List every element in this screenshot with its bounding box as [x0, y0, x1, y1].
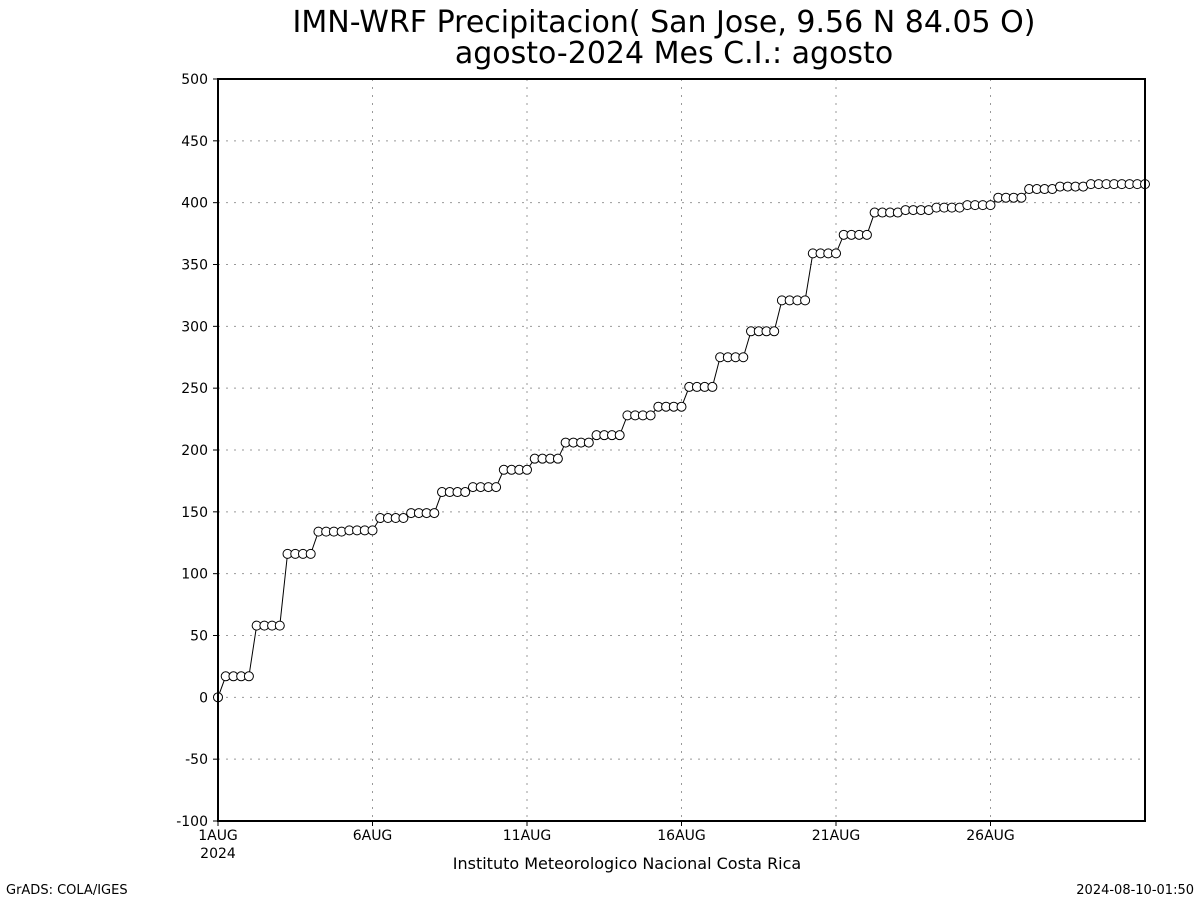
data-point: [429, 508, 440, 519]
chart-title: IMN-WRF Precipitacion( San Jose, 9.56 N …: [293, 5, 1036, 40]
x-axis-label: Instituto Meteorologico Nacional Costa R…: [453, 854, 801, 873]
data-point: [243, 671, 254, 682]
x-tick-label: 6AUG: [353, 828, 393, 844]
y-tick-label: 500: [181, 72, 208, 88]
data-point: [985, 200, 996, 211]
y-tick-label: 400: [181, 196, 208, 212]
data-point: [861, 229, 872, 240]
x-tick-label: 11AUG: [503, 828, 552, 844]
precipitation-series: [213, 179, 1150, 703]
data-point: [738, 352, 749, 363]
data-point: [583, 437, 594, 448]
data-point: [769, 326, 780, 337]
footer-credit: GrADS: COLA/IGES: [6, 883, 128, 898]
data-point: [614, 430, 625, 441]
x-tick-label: 26AUG: [966, 828, 1015, 844]
y-tick-label: 200: [181, 443, 208, 459]
plot-frame: [217, 78, 1146, 822]
x-tick-label: 16AUG: [657, 828, 706, 844]
data-point: [1016, 192, 1027, 203]
y-tick-label: 0: [199, 690, 208, 706]
y-tick-label: 250: [181, 381, 208, 397]
data-point: [552, 453, 563, 464]
grid-lines: [218, 79, 1145, 821]
data-point: [367, 525, 378, 536]
y-tick-label: -100: [176, 814, 208, 830]
data-point: [460, 487, 471, 498]
footer-timestamp: 2024-08-10-01:50: [1076, 883, 1194, 898]
x-axis-ticks: 1AUG 2024 6AUG 11AUG 16AUG 21AUG 26AUG: [198, 821, 1015, 862]
x-tick-year-label: 2024: [200, 846, 236, 862]
data-point: [305, 548, 316, 559]
y-tick-label: -50: [185, 752, 208, 768]
x-tick-label: 21AUG: [812, 828, 861, 844]
y-tick-label: 150: [181, 505, 208, 521]
data-point: [274, 620, 285, 631]
data-point: [398, 513, 409, 524]
data-point: [800, 295, 811, 306]
y-tick-label: 300: [181, 319, 208, 335]
data-point: [491, 482, 502, 493]
data-point: [645, 410, 656, 421]
data-point: [707, 381, 718, 392]
data-point: [522, 464, 532, 475]
y-tick-label: 350: [181, 258, 208, 274]
data-point: [676, 401, 687, 412]
x-tick-label: 1AUG: [198, 828, 238, 844]
chart-subtitle: agosto-2024 Mes C.I.: agosto: [455, 36, 893, 71]
y-tick-label: 450: [181, 134, 208, 150]
y-tick-label: 100: [181, 567, 208, 583]
data-point: [831, 248, 841, 259]
y-tick-label: 50: [190, 629, 208, 645]
